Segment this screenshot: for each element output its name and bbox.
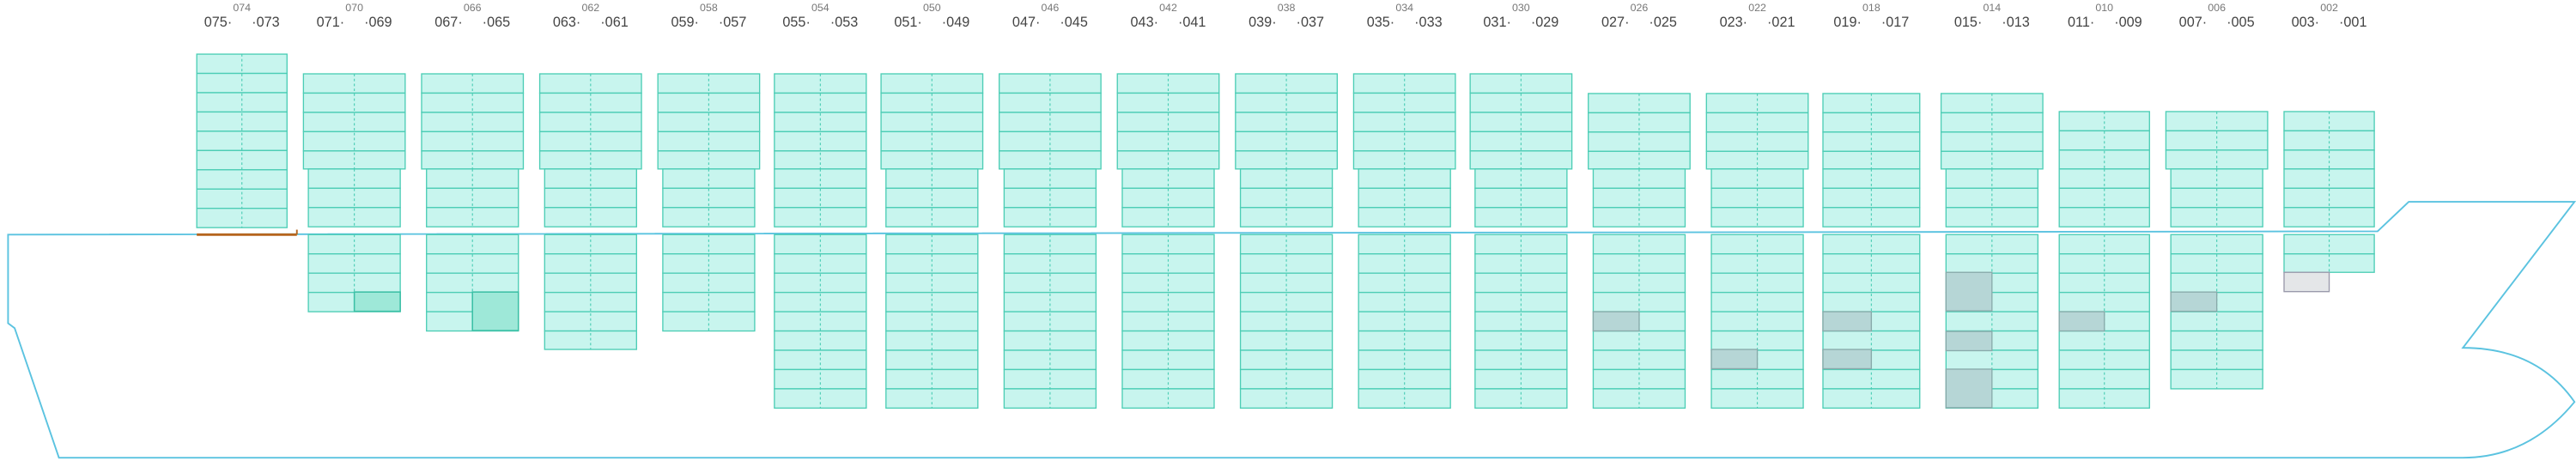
bay-right: ·001 bbox=[2339, 15, 2366, 30]
bay-right: ·065 bbox=[483, 15, 511, 30]
container-slot-gray bbox=[1945, 271, 1993, 312]
bay-left: 047· bbox=[1012, 15, 1041, 30]
hull bbox=[7, 201, 2576, 459]
bay-left: 059· bbox=[671, 15, 699, 30]
container-slot bbox=[662, 207, 756, 227]
container-slot-gray bbox=[1945, 331, 1993, 352]
bay-right: ·061 bbox=[600, 15, 629, 30]
bay-number: 074 bbox=[233, 2, 251, 14]
container-slot bbox=[662, 311, 756, 332]
bay-number: 002 bbox=[2320, 2, 2338, 14]
container-slot-gray bbox=[1822, 349, 1873, 370]
bay-right: ·025 bbox=[1649, 15, 1677, 30]
container-slot bbox=[885, 207, 979, 227]
container-slot bbox=[1474, 207, 1568, 227]
container-slot bbox=[1358, 207, 1451, 227]
container-slot bbox=[774, 207, 867, 227]
bay-left: 055· bbox=[782, 15, 811, 30]
bay-number: 042 bbox=[1159, 2, 1177, 14]
bay-right: ·017 bbox=[1881, 15, 1909, 30]
bay-left: 071· bbox=[317, 15, 345, 30]
bay-left: 063· bbox=[553, 15, 581, 30]
bay-left: 011· bbox=[2068, 15, 2094, 30]
bay-number: 054 bbox=[811, 2, 829, 14]
container-slot bbox=[2170, 207, 2263, 227]
bay-right: ·049 bbox=[942, 15, 970, 30]
bay-number: 062 bbox=[581, 2, 599, 14]
bay-left: 035· bbox=[1367, 15, 1395, 30]
container-slot-gray bbox=[2170, 291, 2218, 312]
container-slot-hl bbox=[353, 291, 401, 312]
container-slot bbox=[2058, 207, 2150, 227]
bay-right: ·053 bbox=[830, 15, 858, 30]
bay-number: 018 bbox=[1862, 2, 1880, 14]
container-slot bbox=[2283, 207, 2375, 227]
container-slot bbox=[1003, 207, 1097, 227]
bay-right: ·009 bbox=[2114, 15, 2142, 30]
bay-number: 046 bbox=[1042, 2, 1060, 14]
bay-right: ·029 bbox=[1531, 15, 1559, 30]
bay-right: ·005 bbox=[2227, 15, 2254, 30]
bay-number: 070 bbox=[345, 2, 363, 14]
container-slot bbox=[307, 207, 401, 227]
bay-right: ·021 bbox=[1767, 15, 1795, 30]
bay-left: 051· bbox=[894, 15, 922, 30]
bay-number: 058 bbox=[700, 2, 718, 14]
bay-left: 019· bbox=[1833, 15, 1862, 30]
bay-left: 067· bbox=[434, 15, 463, 30]
bay-left: 043· bbox=[1131, 15, 1159, 30]
container-slot-hl bbox=[471, 291, 519, 331]
container-slot-gray bbox=[1822, 311, 1873, 332]
bay-left: 003· bbox=[2292, 15, 2320, 30]
bay-number: 034 bbox=[1395, 2, 1413, 14]
bay-left: 027· bbox=[1601, 15, 1630, 30]
container-slot-gray bbox=[1710, 349, 1759, 370]
bay-number: 022 bbox=[1748, 2, 1766, 14]
bay-right: ·037 bbox=[1297, 15, 1325, 30]
bay-right: ·069 bbox=[364, 15, 392, 30]
bay-left: 007· bbox=[2179, 15, 2208, 30]
container-slot bbox=[1710, 207, 1804, 227]
bay-number: 030 bbox=[1512, 2, 1530, 14]
container-slot bbox=[1945, 207, 2039, 227]
bay-number: 014 bbox=[1983, 2, 2001, 14]
container-slot bbox=[1822, 207, 1921, 227]
container-slot-light bbox=[2283, 271, 2330, 293]
bay-right: ·041 bbox=[1178, 15, 1206, 30]
bay-left: 031· bbox=[1483, 15, 1511, 30]
container-slot bbox=[1121, 207, 1215, 227]
bay-right: ·073 bbox=[252, 15, 280, 30]
bay-left: 015· bbox=[1954, 15, 1982, 30]
bay-right: ·013 bbox=[2002, 15, 2030, 30]
bay-right: ·033 bbox=[1414, 15, 1443, 30]
bay-number: 026 bbox=[1631, 2, 1649, 14]
bay-right: ·057 bbox=[719, 15, 747, 30]
container-slot bbox=[1239, 207, 1334, 227]
container-slot bbox=[1592, 207, 1686, 227]
container-slot-gray bbox=[2058, 311, 2105, 332]
container-slot-gray bbox=[1592, 311, 1640, 332]
bay-left: 039· bbox=[1249, 15, 1277, 30]
container-slot-gray bbox=[1945, 368, 1993, 409]
bay-number: 066 bbox=[464, 2, 482, 14]
bay-left: 023· bbox=[1720, 15, 1747, 30]
container-slot bbox=[544, 207, 637, 227]
bay-number: 050 bbox=[923, 2, 941, 14]
bay-right: ·045 bbox=[1060, 15, 1088, 30]
container-slot bbox=[426, 207, 519, 227]
bay-number: 010 bbox=[2095, 2, 2113, 14]
bay-left: 075· bbox=[204, 15, 232, 30]
bay-number: 006 bbox=[2208, 2, 2226, 14]
bay-number: 038 bbox=[1278, 2, 1296, 14]
